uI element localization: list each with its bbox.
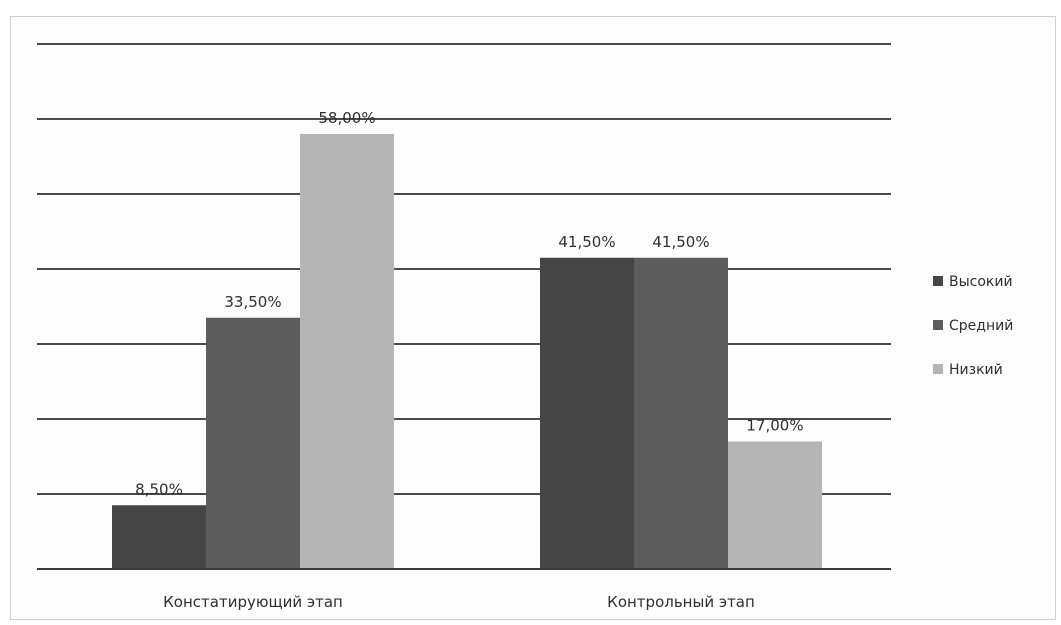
category-label: Констатирующий этап bbox=[163, 593, 343, 611]
legend: Высокий Средний Низкий bbox=[933, 274, 1013, 378]
legend-swatch bbox=[933, 320, 943, 330]
data-label: 41,50% bbox=[558, 233, 615, 251]
data-label: 8,50% bbox=[135, 480, 183, 498]
legend-label: Низкий bbox=[949, 362, 1003, 378]
data-label: 17,00% bbox=[746, 417, 803, 435]
x-axis: Констатирующий этап Контрольный этап bbox=[37, 568, 891, 611]
bar bbox=[112, 505, 206, 569]
legend-swatch bbox=[933, 276, 943, 286]
bar-chart: 8,50% 33,50% 58,00% 41,50% 41,50% 17,00% Конс… bbox=[37, 43, 1013, 611]
bars bbox=[112, 134, 822, 569]
bar bbox=[206, 317, 300, 569]
data-labels: 8,50% 33,50% 58,00% 41,50% 41,50% 17,00% bbox=[135, 109, 803, 498]
bar bbox=[728, 441, 822, 569]
bar bbox=[300, 134, 394, 569]
legend-label: Средний bbox=[949, 318, 1013, 334]
chart-frame: 8,50% 33,50% 58,00% 41,50% 41,50% 17,00% Конс… bbox=[10, 16, 1056, 620]
gridlines bbox=[37, 43, 891, 495]
data-label: 41,50% bbox=[652, 233, 709, 251]
category-label: Контрольный этап bbox=[607, 593, 755, 611]
legend-label: Высокий bbox=[949, 274, 1013, 290]
data-label: 58,00% bbox=[318, 109, 375, 127]
legend-swatch bbox=[933, 364, 943, 374]
bar bbox=[540, 257, 634, 569]
data-label: 33,50% bbox=[224, 293, 281, 311]
bar bbox=[634, 257, 728, 569]
